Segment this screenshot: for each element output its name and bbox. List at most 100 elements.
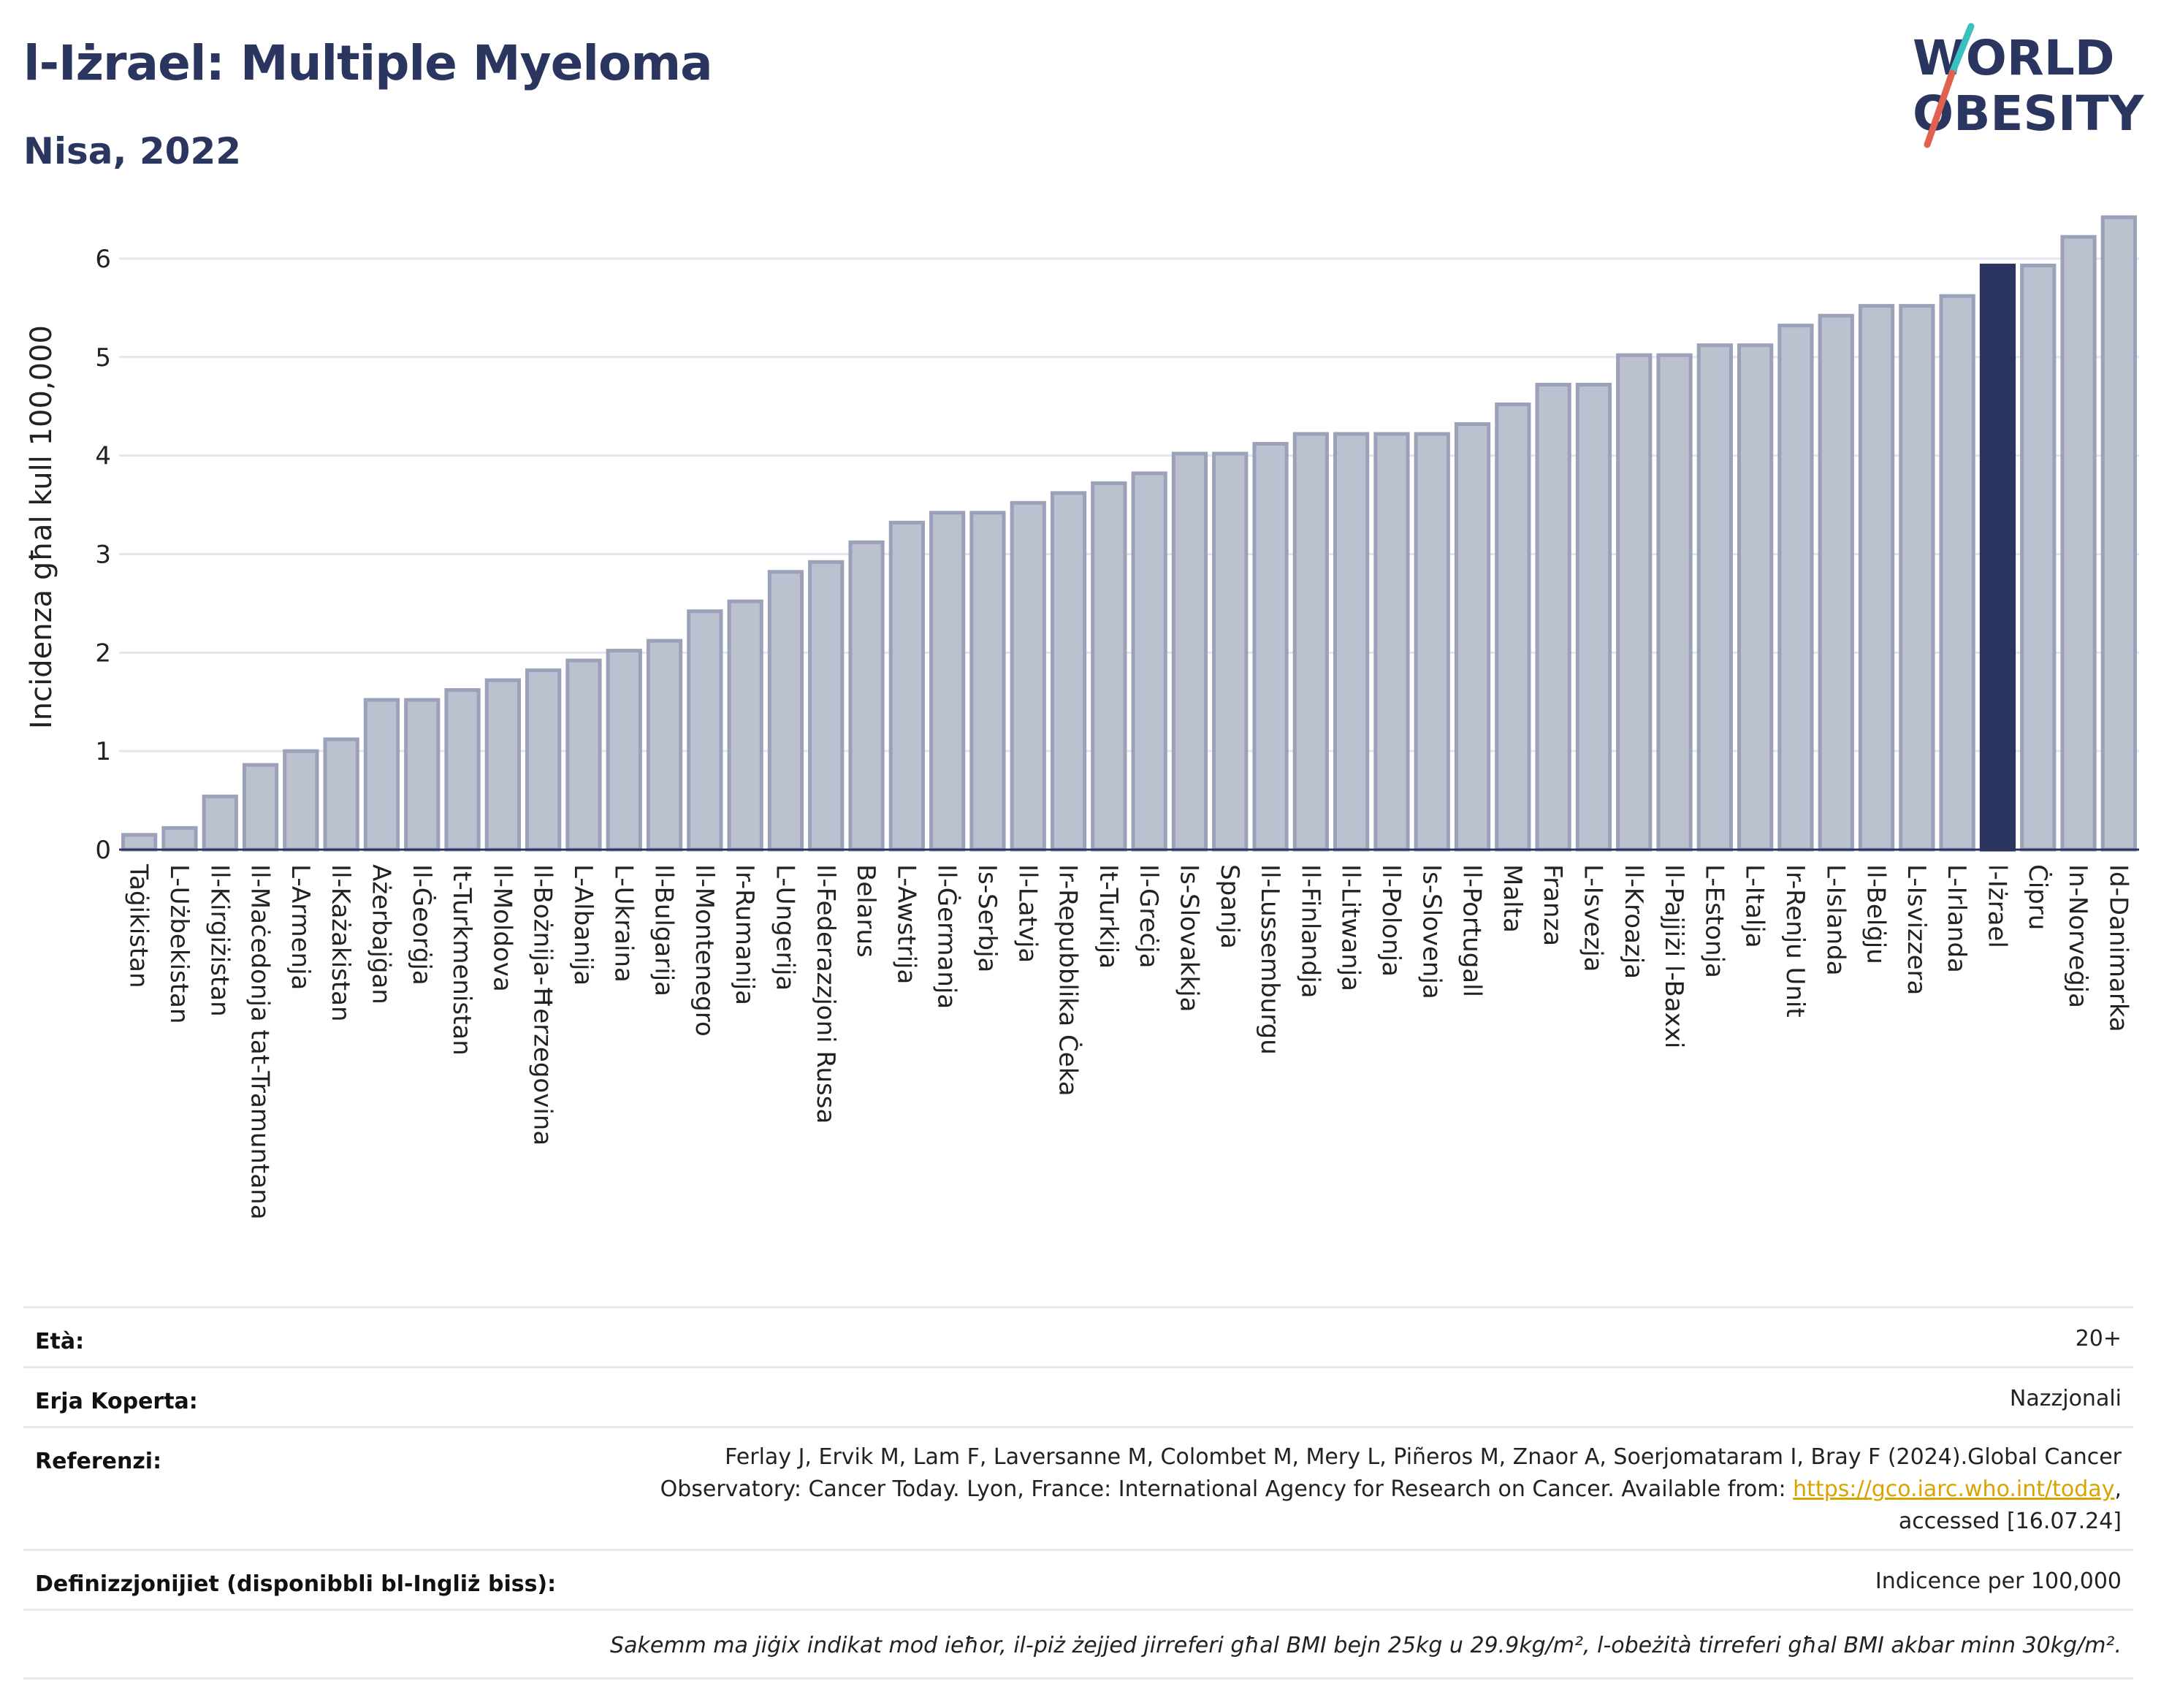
x-tick-label: Taġikistan [124, 863, 153, 988]
references-line2-comma: , [2114, 1476, 2122, 1502]
x-tick-label: Il-Lussemburgu [1255, 864, 1284, 1055]
x-tick-label: Id-Danimarka [2103, 864, 2133, 1032]
bar-chart: 0 1 2 3 4 5 6 Taġikistan L-Użbekistan Il-Kirgiżi… [25, 215, 2139, 1220]
bar [2100, 215, 2137, 852]
x-tick-label: Il-Latvja [1013, 864, 1042, 963]
bar [1535, 383, 1571, 852]
x-tick-label: Il-Polonja [1376, 864, 1406, 977]
info-bottom-border [23, 1677, 2133, 1680]
bar [1899, 304, 1935, 852]
x-tick-label: Il-Litwanja [1336, 864, 1365, 991]
x-tick-label: It-Turkmenistan [447, 864, 476, 1056]
x-tick-label: L-Islanda [1821, 864, 1850, 976]
bar [1656, 353, 1693, 852]
x-tick-label: l-Iżrael [1982, 864, 2011, 948]
bar [727, 599, 763, 852]
bar [1050, 491, 1087, 852]
bar [1858, 304, 1895, 852]
x-tick-label: Spanja [1215, 864, 1244, 949]
x-tick-label: Ażerbajġan [366, 864, 395, 1004]
bar [1131, 471, 1167, 852]
references-label: Referenzi: [35, 1449, 162, 1474]
bar [1010, 500, 1046, 852]
coverage-label: Erja Koperta: [35, 1389, 198, 1414]
y-tick-label: 4 [95, 442, 111, 471]
obesity-note: Sakemm ma jiġix indikat mod ieħor, il-pi… [610, 1633, 2122, 1658]
bar [2060, 235, 2097, 852]
x-tick-label: Ir-Renju Unit [1780, 864, 1810, 1018]
bar [1495, 403, 1531, 852]
x-tick-labels: Taġikistan L-Użbekistan Il-Kirgiżistan Il-M… [124, 863, 2133, 1220]
bar [1575, 383, 1612, 852]
x-tick-label: L-Estonja [1699, 864, 1729, 978]
x-tick-label: Ċipru [2023, 864, 2053, 930]
bar [646, 638, 683, 852]
x-tick-label: Il-Finlandja [1295, 864, 1325, 999]
bars [121, 215, 2137, 852]
y-tick-labels: 0 1 2 3 4 5 6 [95, 245, 111, 865]
coverage-value: Nazzjonali [2009, 1386, 2122, 1411]
bar [1292, 432, 1329, 852]
x-tick-label: Ir-Rumanija [730, 864, 759, 1005]
x-tick-label: In-Norveġja [2063, 864, 2092, 1008]
bar [1777, 324, 1814, 852]
x-tick-label: L-Italja [1740, 864, 1769, 948]
x-tick-label: Il-Bożnija-Ħerzegovina [528, 864, 557, 1145]
y-tick-label: 0 [95, 836, 111, 865]
x-tick-label: L-Isvezja [1578, 864, 1607, 972]
bar [1373, 432, 1410, 852]
x-tick-label: L-Awstrija [891, 864, 921, 984]
bar [1696, 343, 1733, 852]
x-tick-label: L-Ukraina [609, 864, 638, 983]
logo-line1: WORLD [1913, 30, 2115, 86]
bar [1737, 343, 1774, 852]
info-row-age: Età: 20+ [23, 1306, 2133, 1368]
bar [323, 737, 359, 852]
x-tick-label: Il-Greċja [1134, 864, 1163, 968]
bar [283, 749, 319, 852]
x-tick-label: L-Ungerija [770, 864, 799, 991]
bar [767, 570, 804, 852]
logo-line2: OBESITY [1913, 85, 2145, 142]
bar [363, 698, 400, 852]
bar [444, 688, 481, 852]
bar [929, 511, 966, 852]
definitions-label: Definizzjonijiet (disponibbli bl-Ingliż … [35, 1571, 557, 1597]
references-line3: accessed [16.07.24] [1898, 1509, 2122, 1534]
bar [969, 511, 1006, 852]
x-tick-label: Il-Montenegro [690, 864, 719, 1037]
references-link[interactable]: https://gco.iarc.who.int/today [1793, 1476, 2115, 1502]
bar [848, 540, 885, 852]
y-axis-label: Incidenza għal kull 100,000 [25, 325, 58, 729]
bar [565, 658, 602, 852]
info-row-note: Sakemm ma jiġix indikat mod ieħor, il-pi… [23, 1609, 2133, 1680]
x-tick-label: Il-Belġju [1861, 864, 1891, 964]
definitions-value: Indicence per 100,000 [1875, 1568, 2122, 1594]
x-tick-label: Il-Każakistan [326, 864, 355, 1022]
bar [525, 668, 562, 852]
x-tick-label: L-Albanija [568, 864, 598, 985]
y-tick-label: 3 [95, 540, 111, 569]
bar [1212, 451, 1249, 852]
bar [1939, 294, 1975, 852]
x-tick-label: Il-Moldova [487, 864, 517, 992]
bar [1818, 313, 1854, 852]
info-row-coverage: Erja Koperta: Nazzjonali [23, 1366, 2133, 1428]
bar [1171, 451, 1208, 852]
y-tick-label: 2 [95, 638, 111, 668]
logo-slash-teal [1948, 23, 1975, 77]
x-tick-label: L-Irlanda [1942, 864, 1971, 973]
bar [687, 609, 723, 852]
x-tick-label: Is-Serbja [972, 864, 1002, 972]
x-tick-label: It-Turkija [1094, 864, 1123, 969]
bar [606, 649, 642, 852]
y-tick-label: 1 [95, 737, 111, 766]
x-tick-label: Is-Slovakkja [1174, 864, 1203, 1012]
x-tick-label: Ir-Repubblika Ċeka [1053, 864, 1083, 1097]
bar [888, 520, 925, 852]
x-tick-label: Il-Maċedonja tat-Tramuntana [245, 864, 275, 1220]
page-title: l-Iżrael: Multiple Myeloma [23, 35, 713, 91]
x-tick-label: L-Armenja [286, 864, 315, 990]
x-tick-label: Il-Kroazja [1619, 864, 1648, 979]
x-tick-label: Is-Slovenja [1417, 864, 1446, 999]
